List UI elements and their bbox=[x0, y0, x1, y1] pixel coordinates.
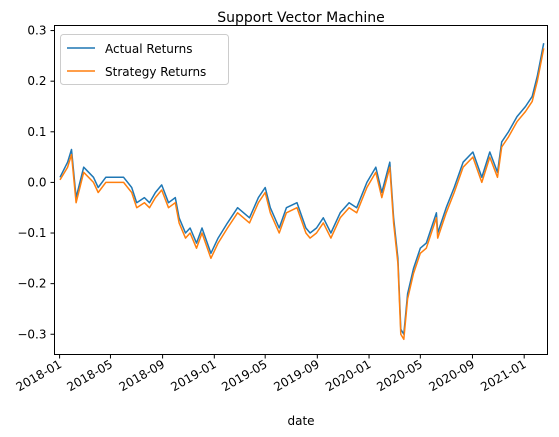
y-tick-label: 0.0 bbox=[27, 175, 46, 189]
x-tick-label: 2019-01 bbox=[168, 357, 218, 394]
y-axis: 0.3 0.2 0.1 0.0 −0.1 −0.2 −0.3 bbox=[17, 24, 55, 341]
series-line-actual-returns bbox=[59, 43, 545, 336]
y-tick-label: 0.2 bbox=[27, 74, 46, 88]
legend-box bbox=[60, 34, 229, 85]
x-axis: 2018-01 2018-05 2018-09 2019-01 2019-05 2019-… bbox=[14, 354, 529, 394]
x-tick-label: 2019-09 bbox=[271, 357, 321, 394]
x-tick-label: 2019-05 bbox=[219, 357, 269, 394]
x-tick-label: 2020-05 bbox=[374, 357, 424, 394]
plot-frame bbox=[54, 25, 548, 355]
x-tick-label: 2020-09 bbox=[427, 357, 477, 394]
y-tick-label: −0.2 bbox=[17, 277, 46, 291]
chart-title: Support Vector Machine bbox=[217, 10, 384, 26]
legend-label-actual: Actual Returns bbox=[105, 42, 192, 56]
x-tick-label: 2020-01 bbox=[323, 357, 373, 394]
x-tick-label: 2018-05 bbox=[65, 357, 115, 394]
y-tick-label: −0.3 bbox=[17, 327, 46, 341]
y-tick-label: 0.3 bbox=[27, 24, 46, 38]
y-tick-label: 0.1 bbox=[27, 125, 46, 139]
legend-label-strategy: Strategy Returns bbox=[105, 65, 206, 79]
y-tick-label: −0.1 bbox=[17, 226, 46, 240]
x-axis-label: date bbox=[287, 414, 314, 428]
x-tick-label: 2018-01 bbox=[14, 357, 64, 394]
plot-lines bbox=[59, 43, 545, 341]
series-line-strategy-returns bbox=[59, 48, 545, 341]
legend: Actual Returns Strategy Returns bbox=[60, 34, 229, 85]
x-tick-label: 2021-01 bbox=[478, 357, 528, 394]
x-tick-label: 2018-09 bbox=[117, 357, 167, 394]
